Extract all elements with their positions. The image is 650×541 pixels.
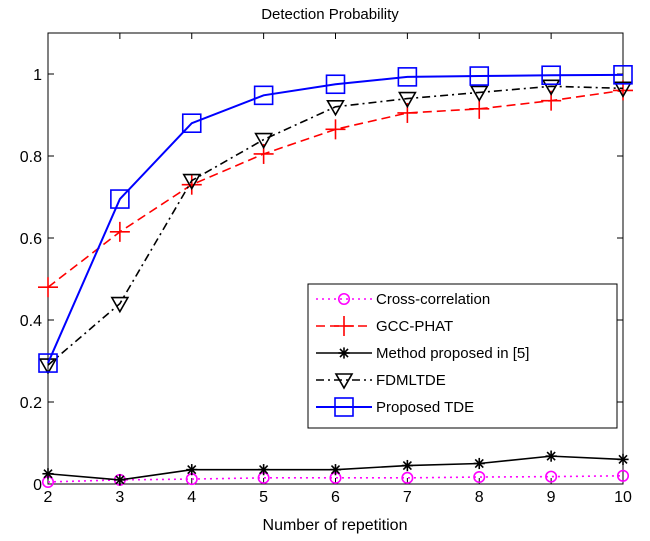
data-point-square [397,67,418,87]
chart-title: Detection Probability [261,6,399,23]
data-point-asterisk [114,474,126,486]
y-tick-label: 0.4 [20,313,42,330]
data-point-asterisk [473,457,485,470]
data-point-square [613,65,633,85]
data-point-asterisk [338,347,350,359]
data-point-asterisk [258,464,270,476]
data-point-plus [38,277,58,298]
data-point-plus [325,119,346,140]
y-tick-label: 0.6 [20,231,42,248]
axis-ticks: 2 3 4 5 6 7 8 9 10 0 0.2 0.4 0.6 0.8 1 [20,33,632,506]
legend-entry: Cross-correlation [316,291,490,308]
legend-box [307,283,618,429]
y-tick-label: 1 [33,67,42,84]
data-point-square [325,74,346,95]
data-point-square [469,66,490,86]
x-tick-label: 8 [475,489,484,506]
legend-entry: GCC-PHAT [316,316,453,336]
data-point-circle [545,470,558,483]
series-3 [38,79,633,375]
y-tick-label: 0 [33,477,42,494]
data-point-asterisk [42,468,54,480]
series-4 [38,65,633,373]
data-point-plus [181,174,202,195]
data-point-triangle [326,100,345,117]
legend: Cross-correlation GCC-PHAT Method proposed… [307,283,618,429]
x-tick-label: 3 [115,489,124,506]
legend-entry: Method proposed in [5] [316,345,529,362]
data-point-triangle [397,91,417,109]
legend-label: Method proposed in [5] [376,345,529,362]
series-2 [42,450,629,486]
legend-label: Cross-correlation [376,291,490,308]
data-point-square [38,353,58,373]
legend-label: Proposed TDE [376,399,474,416]
data-point-triangle [613,81,633,98]
x-tick-label: 4 [187,489,196,506]
x-axis-label: Number of repetition [263,517,408,534]
data-point-triangle [254,132,274,150]
data-point-asterisk [545,450,557,462]
series-layer [38,65,633,489]
series-line [47,85,624,366]
data-point-triangle [182,173,202,191]
y-tick-label: 0.8 [20,149,42,166]
data-point-circle [337,292,351,306]
data-point-plus [469,98,490,119]
data-point-triangle [110,296,130,314]
legend-label: FDMLTDE [376,372,446,389]
series-1 [38,80,633,298]
x-tick-label: 7 [403,489,412,506]
legend-entry: Proposed TDE [316,397,474,417]
legend-label: GCC-PHAT [376,318,453,335]
x-tick-label: 5 [259,489,268,506]
x-tick-label: 6 [331,489,340,506]
data-point-asterisk [401,459,413,472]
data-point-square [181,113,202,133]
data-point-square [334,397,354,417]
x-tick-label: 2 [44,489,53,506]
x-tick-label: 9 [547,489,556,506]
data-point-plus [109,221,130,242]
data-point-circle [616,469,630,482]
data-point-square [110,189,130,209]
data-point-asterisk [329,464,342,476]
data-point-plus [334,316,354,336]
data-point-circle [401,471,414,484]
data-point-triangle [469,85,489,103]
series-line [47,73,624,364]
data-point-asterisk [186,464,198,476]
data-point-triangle [334,373,354,390]
data-point-circle [473,470,486,484]
data-point-asterisk [617,453,629,465]
x-tick-label: 10 [614,489,632,506]
data-point-triangle [38,358,58,375]
data-point-square [253,85,274,106]
data-point-square [541,65,561,86]
y-tick-label: 0.2 [20,395,42,412]
data-point-triangle [541,79,561,96]
legend-entry: FDMLTDE [316,372,446,390]
